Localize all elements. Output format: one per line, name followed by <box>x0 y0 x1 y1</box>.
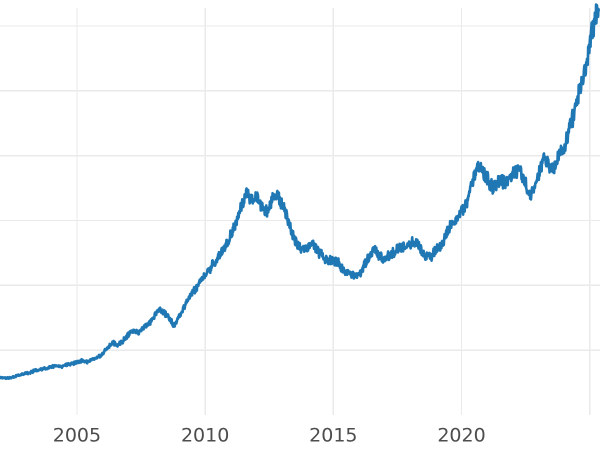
price-series-line <box>0 3 600 381</box>
x-tick-label-2005: 2005 <box>53 425 101 447</box>
vertical-gridlines <box>76 8 591 415</box>
x-axis-tick-labels: 2005 2010 2015 2020 <box>53 425 486 447</box>
x-tick-label-2020: 2020 <box>437 425 485 447</box>
horizontal-gridlines <box>0 25 600 351</box>
x-tick-label-2015: 2015 <box>309 425 357 447</box>
x-tick-label-2010: 2010 <box>181 425 229 447</box>
